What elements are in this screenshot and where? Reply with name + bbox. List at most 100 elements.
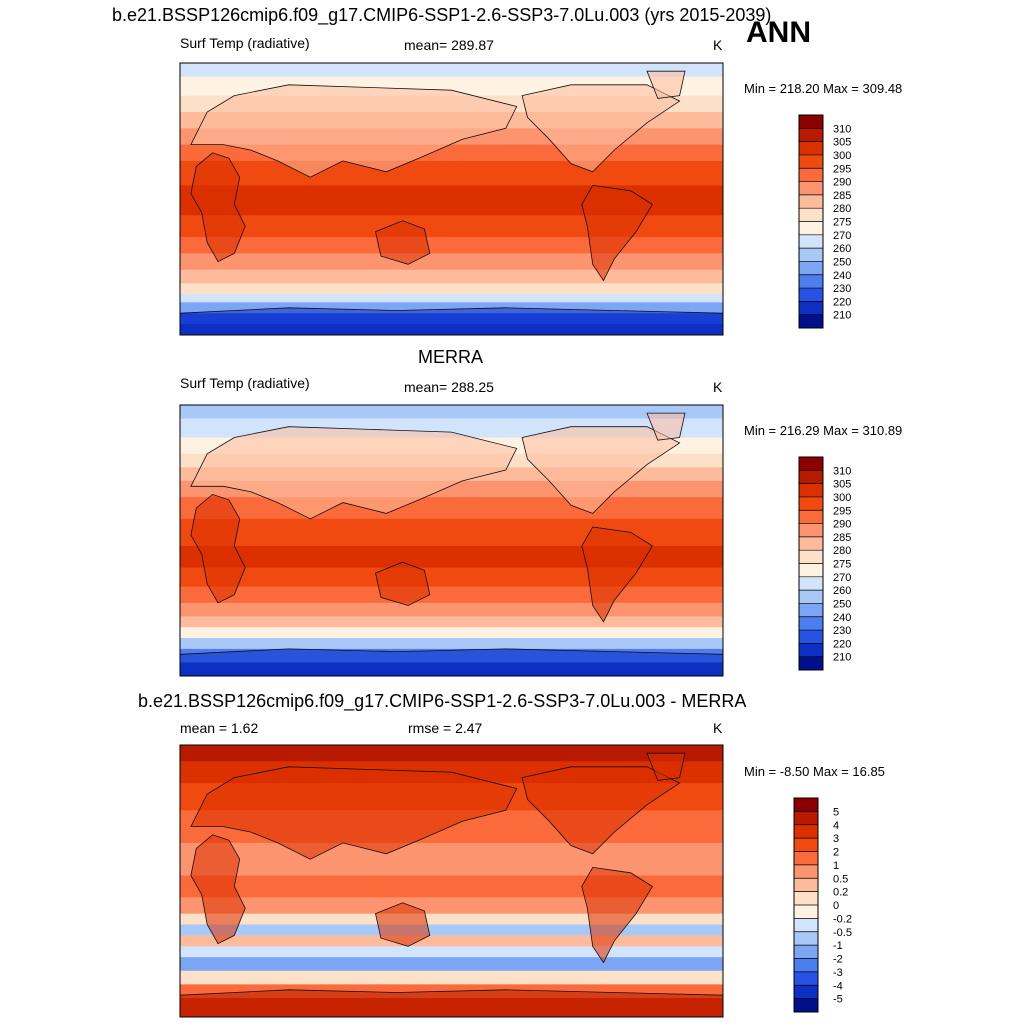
colorbar-tick-label: 2 <box>833 847 839 859</box>
continent-outline <box>190 766 518 860</box>
colorbar-swatch <box>799 274 823 289</box>
colorbar-tick-label: 270 <box>833 230 851 242</box>
colorbar-tick-label: 230 <box>833 283 851 295</box>
colorbar-tick-label: 280 <box>833 203 851 215</box>
colorbar-tick-label: 310 <box>833 465 851 477</box>
colorbar-tick-label: 240 <box>833 270 851 282</box>
colorbar-tick-label: 310 <box>833 123 851 135</box>
panel1-units: K <box>713 37 723 53</box>
colorbar-tick-label: -1 <box>833 940 843 952</box>
colorbar-tick-label: 290 <box>833 519 851 531</box>
colorbar-swatch <box>794 971 818 986</box>
colorbar-swatch <box>799 208 823 222</box>
colorbar-swatch <box>794 905 818 919</box>
colorbar-tick-label: -4 <box>833 980 843 992</box>
continent-outline <box>581 526 653 623</box>
colorbar-tick-label: 210 <box>833 310 851 322</box>
colorbar-tick-label: 290 <box>833 177 851 189</box>
colorbar-tick-label: 230 <box>833 625 851 637</box>
zonal-band <box>180 842 723 877</box>
zonal-band <box>180 638 723 650</box>
colorbar-swatch <box>799 576 823 591</box>
colorbar-tick-label: 210 <box>833 652 851 664</box>
colorbar-swatch <box>799 603 823 618</box>
continent-outline <box>180 648 723 676</box>
colorbar-swatch <box>799 616 823 631</box>
colorbar-swatch <box>799 523 823 538</box>
continent-outline <box>375 220 431 265</box>
colorbar-swatch <box>799 563 823 578</box>
colorbar-swatch <box>799 630 823 644</box>
colorbar-swatch <box>799 483 823 498</box>
colorbar-tick-label: 285 <box>833 190 851 202</box>
continent-outline <box>521 766 681 855</box>
colorbar-tick-label: 260 <box>833 243 851 255</box>
colorbar-tick-label: 3 <box>833 833 839 845</box>
map-frame <box>179 62 724 336</box>
colorbar-swatch <box>794 851 818 866</box>
colorbar-swatch <box>794 945 818 959</box>
colorbar-tick-label: 1 <box>833 860 839 872</box>
continent-outline <box>375 561 431 606</box>
colorbar-tick-label: 300 <box>833 150 851 162</box>
zonal-band <box>180 957 723 972</box>
zonal-band <box>180 627 723 640</box>
continent-outline <box>180 307 723 335</box>
zonal-band <box>180 237 723 255</box>
panel2-minmax: Min = 216.29 Max = 310.89 <box>744 423 903 438</box>
continent-outline <box>646 412 686 441</box>
panel1-mean: mean= 289.87 <box>404 37 494 53</box>
continent-outline <box>190 84 518 178</box>
colorbar-swatch <box>794 998 818 1013</box>
colorbar-swatch <box>799 115 823 129</box>
colorbar-tick-label: -3 <box>833 967 843 979</box>
colorbar-swatch <box>799 314 823 329</box>
colorbar-tick-label: 220 <box>833 638 851 650</box>
colorbar-tick-label: 5 <box>833 806 839 818</box>
continent-outline <box>581 866 653 964</box>
zonal-band <box>180 946 723 959</box>
map-panel-3 <box>179 744 724 1018</box>
colorbar-swatch <box>794 985 818 999</box>
map-frame <box>179 404 724 677</box>
colorbar-tick-label: -0.5 <box>833 927 852 939</box>
colorbar-tick-label: 0 <box>833 900 839 912</box>
colorbar-swatch <box>794 798 818 812</box>
colorbar-tick-label: 285 <box>833 532 851 544</box>
colorbar-swatch <box>794 878 818 892</box>
panel3-mean: mean = 1.62 <box>180 720 259 736</box>
colorbar-swatch <box>799 510 823 524</box>
zonal-band <box>180 913 723 926</box>
colorbar-swatch <box>794 931 818 946</box>
panel1-variable: Surf Temp (radiative) <box>180 35 310 51</box>
panel3-minmax: Min = -8.50 Max = 16.85 <box>744 764 885 779</box>
continent-outline <box>375 902 431 947</box>
zonal-band <box>180 283 723 296</box>
colorbar-swatch <box>799 288 823 302</box>
colorbar-swatch <box>794 864 818 879</box>
panel2-mean: mean= 288.25 <box>404 379 494 395</box>
colorbar-tick-label: 300 <box>833 492 851 504</box>
zonal-band <box>180 602 723 618</box>
colorbar-tick-label: 240 <box>833 612 851 624</box>
map-panel-2 <box>179 404 724 677</box>
colorbar-swatch <box>799 128 823 142</box>
colorbar-tick-label: 4 <box>833 820 839 832</box>
colorbar-swatch <box>799 643 823 657</box>
zonal-band <box>180 586 723 604</box>
colorbar-tick-label: 275 <box>833 559 851 571</box>
colorbar-tick-label: -5 <box>833 994 843 1006</box>
colorbar-swatch <box>799 496 823 511</box>
continent-outline <box>646 752 686 781</box>
zonal-band <box>180 567 723 588</box>
colorbar-swatch <box>799 141 823 156</box>
colorbar-tick-label: 305 <box>833 479 851 491</box>
colorbar-swatch <box>799 221 823 236</box>
colorbar-tick-label: 280 <box>833 545 851 557</box>
colorbar-tick-label: 295 <box>833 505 851 517</box>
colorbar-swatch <box>799 301 823 315</box>
colorbar-tick-label: -0.2 <box>833 913 852 925</box>
colorbar-swatch <box>799 536 823 551</box>
colorbar-swatch <box>799 590 823 604</box>
colorbar-tick-label: 0.5 <box>833 873 848 885</box>
